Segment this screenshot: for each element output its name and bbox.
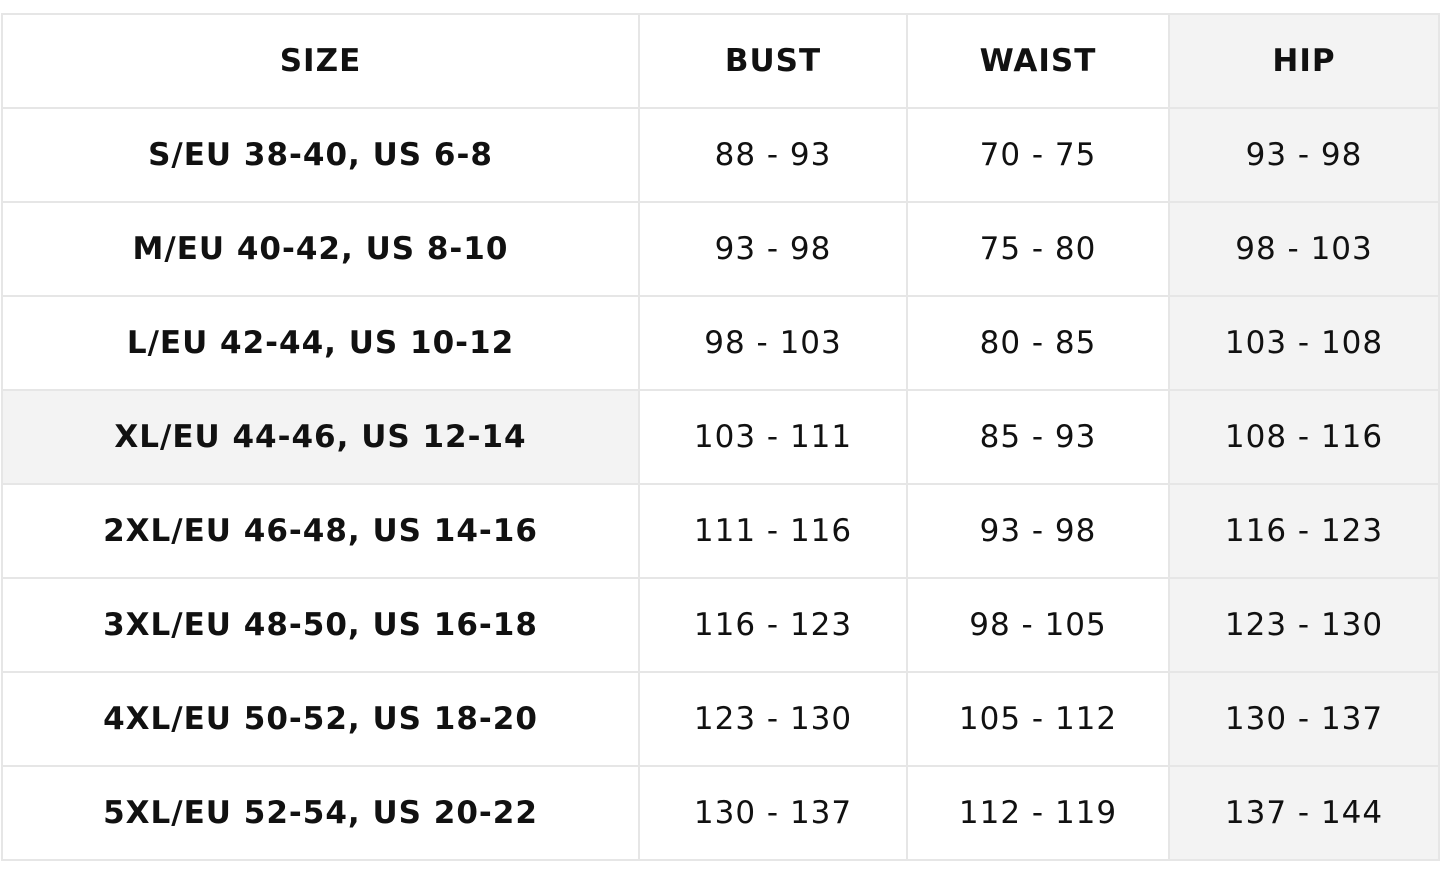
size-cell: S/EU 38-40, US 6-8 — [1, 107, 640, 203]
bust-cell: 111 - 116 — [638, 483, 908, 579]
hip-cell: 130 - 137 — [1168, 671, 1440, 767]
bust-cell: 93 - 98 — [638, 201, 908, 297]
header-size: SIZE — [1, 13, 640, 109]
hip-cell: 98 - 103 — [1168, 201, 1440, 297]
bust-cell: 130 - 137 — [638, 765, 908, 861]
waist-cell: 105 - 112 — [906, 671, 1170, 767]
header-waist: WAIST — [906, 13, 1170, 109]
hip-cell: 123 - 130 — [1168, 577, 1440, 673]
bust-cell: 116 - 123 — [638, 577, 908, 673]
header-hip: HIP — [1168, 13, 1440, 109]
table-row: 2XL/EU 46-48, US 14-16 111 - 116 93 - 98 11… — [1, 483, 1440, 579]
table-row: 5XL/EU 52-54, US 20-22 130 - 137 112 - 119… — [1, 765, 1440, 861]
table-row: 3XL/EU 48-50, US 16-18 116 - 123 98 - 105 1… — [1, 577, 1440, 673]
hip-cell: 137 - 144 — [1168, 765, 1440, 861]
waist-cell: 75 - 80 — [906, 201, 1170, 297]
table-row: M/EU 40-42, US 8-10 93 - 98 75 - 80 98 - 10… — [1, 201, 1440, 297]
bust-cell: 88 - 93 — [638, 107, 908, 203]
bust-cell: 123 - 130 — [638, 671, 908, 767]
header-bust: BUST — [638, 13, 908, 109]
bust-cell: 103 - 111 — [638, 389, 908, 485]
size-cell: 2XL/EU 46-48, US 14-16 — [1, 483, 640, 579]
waist-cell: 98 - 105 — [906, 577, 1170, 673]
size-cell: 4XL/EU 50-52, US 18-20 — [1, 671, 640, 767]
table-row: L/EU 42-44, US 10-12 98 - 103 80 - 85 103 -… — [1, 295, 1440, 391]
table-row: 4XL/EU 50-52, US 18-20 123 - 130 105 - 112… — [1, 671, 1440, 767]
size-cell: XL/EU 44-46, US 12-14 — [1, 389, 640, 485]
size-cell: 5XL/EU 52-54, US 20-22 — [1, 765, 640, 861]
bust-cell: 98 - 103 — [638, 295, 908, 391]
size-cell: 3XL/EU 48-50, US 16-18 — [1, 577, 640, 673]
waist-cell: 80 - 85 — [906, 295, 1170, 391]
table-row: S/EU 38-40, US 6-8 88 - 93 70 - 75 93 - 98 — [1, 107, 1440, 203]
size-cell: M/EU 40-42, US 8-10 — [1, 201, 640, 297]
hip-cell: 108 - 116 — [1168, 389, 1440, 485]
size-cell: L/EU 42-44, US 10-12 — [1, 295, 640, 391]
table-row: XL/EU 44-46, US 12-14 103 - 111 85 - 93 108… — [1, 389, 1440, 485]
hip-cell: 93 - 98 — [1168, 107, 1440, 203]
hip-cell: 116 - 123 — [1168, 483, 1440, 579]
hip-cell: 103 - 108 — [1168, 295, 1440, 391]
header-row: SIZE BUST WAIST HIP — [1, 13, 1440, 109]
waist-cell: 85 - 93 — [906, 389, 1170, 485]
waist-cell: 70 - 75 — [906, 107, 1170, 203]
waist-cell: 112 - 119 — [906, 765, 1170, 861]
size-chart-table: SIZE BUST WAIST HIP S/EU 38-40, US 6-8 88… — [1, 13, 1440, 861]
waist-cell: 93 - 98 — [906, 483, 1170, 579]
